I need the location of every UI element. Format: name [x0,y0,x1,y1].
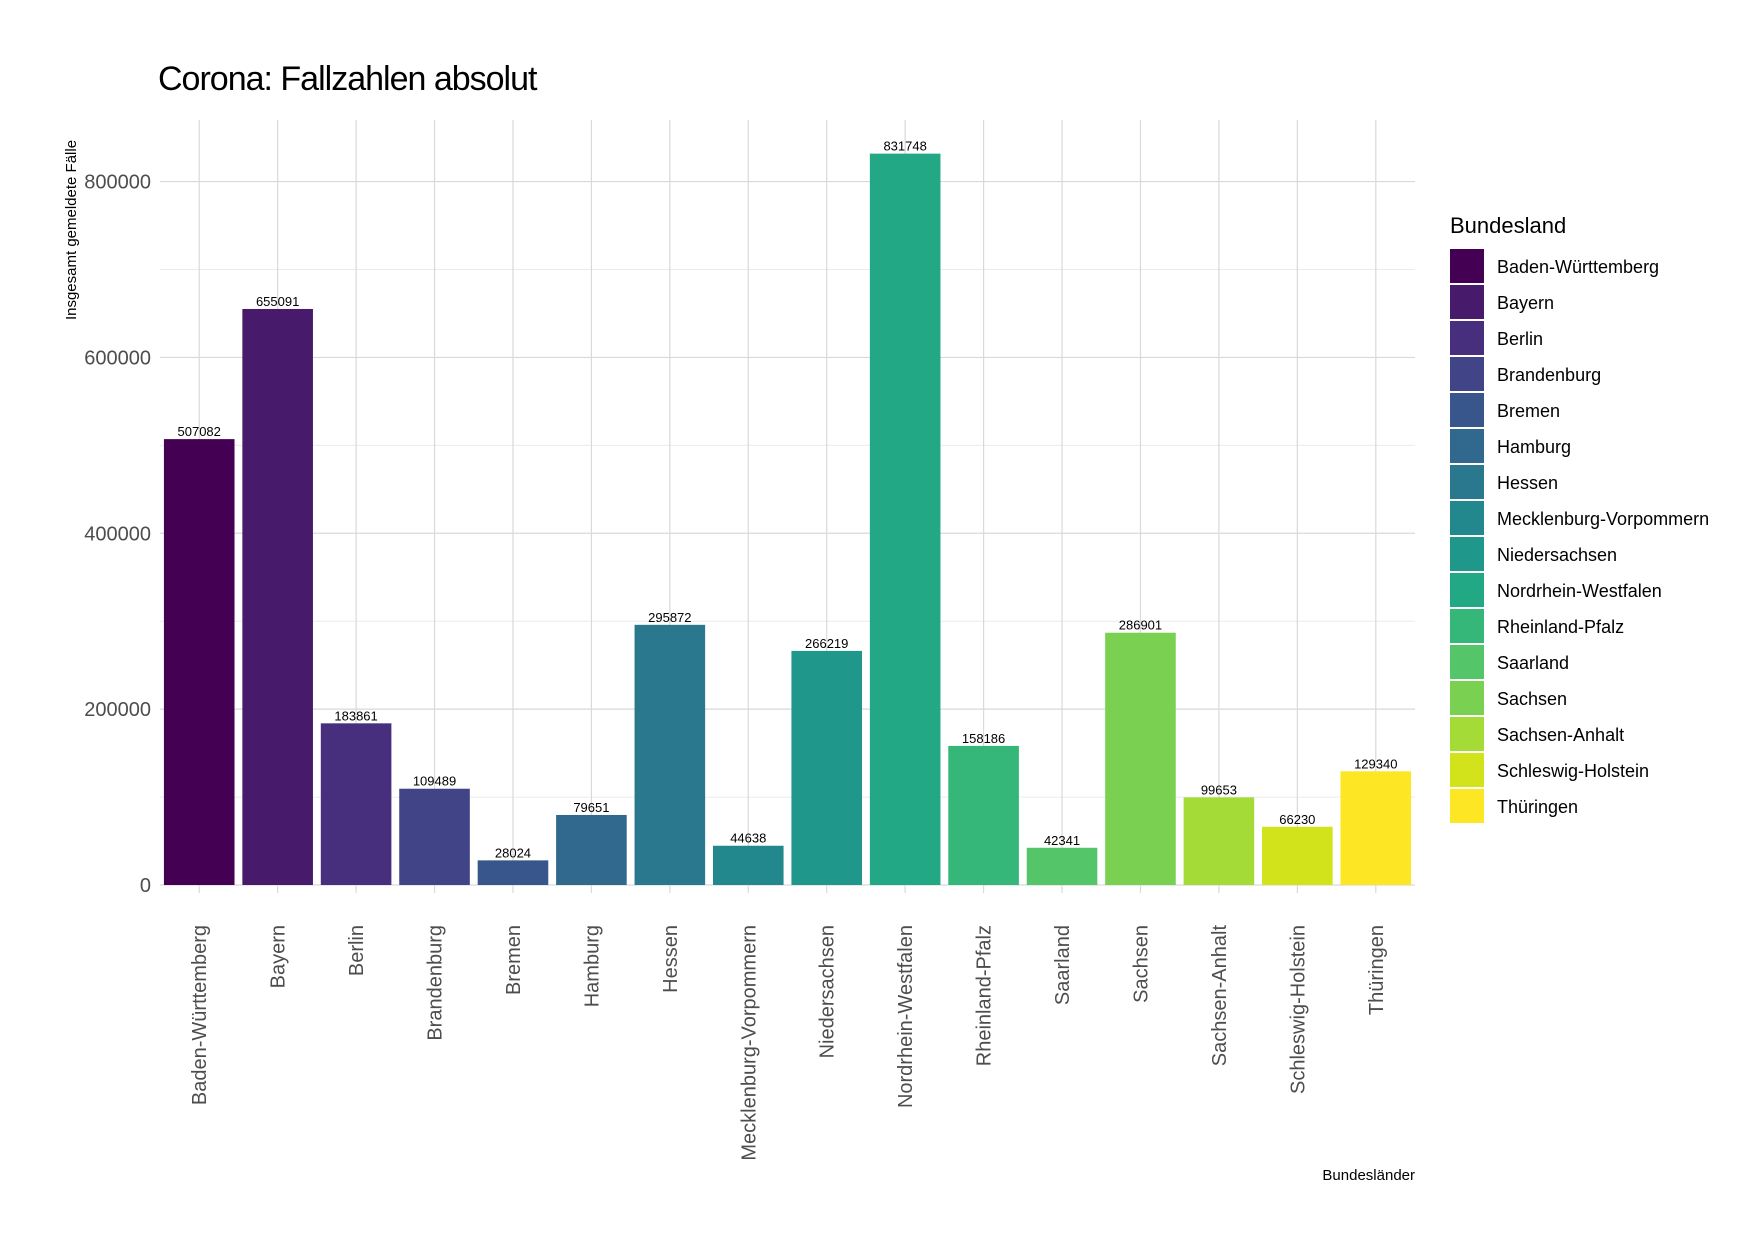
y-tick-label: 0 [140,875,151,897]
data-label: 655091 [256,294,299,309]
legend-swatch [1450,645,1484,679]
legend-swatch [1450,321,1484,355]
legend-swatch [1450,465,1484,499]
x-tick-label: Thüringen [1366,925,1388,1015]
bar [1026,847,1098,885]
x-tick-label: Baden-Württemberg [189,925,211,1105]
data-label: 66230 [1279,812,1315,827]
x-axis-ticks: Baden-Württemberg Bayern Berlin Brandenburg… [189,925,1388,1161]
legend-swatch [1450,429,1484,463]
legend-label: Niedersachsen [1497,545,1617,565]
data-label: 183861 [334,708,377,723]
data-label: 109489 [413,774,456,789]
legend-label: Saarland [1497,653,1569,673]
bar [1183,797,1255,885]
legend-label: Hessen [1497,473,1558,493]
x-tick-label: Sachsen-Anhalt [1209,925,1231,1067]
legend: Bundesland Baden-Württemberg Bayern Berlin… [1450,213,1709,823]
y-tick-label: 800000 [84,172,151,194]
legend-swatch [1450,681,1484,715]
x-tick-label: Hessen [660,925,682,993]
x-tick-label: Bayern [268,925,290,988]
bars [163,153,1412,886]
x-tick-label: Niedersachsen [817,925,839,1058]
x-tick-label: Nordrhein-Westfalen [895,925,917,1108]
data-label: 79651 [573,800,609,815]
legend-swatch [1450,537,1484,571]
x-tick-label: Hamburg [581,925,603,1007]
x-axis-title: Bundesländer [1322,1167,1415,1184]
legend-label: Thüringen [1497,797,1578,817]
y-axis-ticks: 0 200000 400000 600000 800000 [84,172,151,897]
bar [869,153,941,885]
data-label: 129340 [1354,756,1397,771]
y-axis-title: Insgesamt gemeldete Fälle [63,140,80,320]
legend-label: Berlin [1497,329,1543,349]
legend-title: Bundesland [1450,213,1566,238]
bar [1262,826,1333,885]
legend-label: Brandenburg [1497,365,1601,385]
legend-swatch [1450,357,1484,391]
legend-swatch [1450,249,1484,283]
legend-swatch [1450,789,1484,823]
chart-title: Corona: Fallzahlen absolut [158,60,538,98]
legend-swatch [1450,393,1484,427]
y-tick-label: 200000 [84,699,151,721]
data-label: 295872 [648,610,691,625]
bar [634,624,706,885]
bar [399,788,470,885]
data-label: 286901 [1119,618,1162,633]
legend-swatch [1450,717,1484,751]
x-tick-label: Sachsen [1130,925,1152,1003]
legend-label: Schleswig-Holstein [1497,761,1649,781]
legend-label: Sachsen [1497,689,1567,709]
bar [1340,771,1412,885]
data-label: 158186 [962,731,1005,746]
x-tick-label: Saarland [1052,925,1074,1005]
legend-swatch [1450,285,1484,319]
bar [791,650,863,885]
bar [948,745,1019,885]
legend-label: Mecklenburg-Vorpommern [1497,509,1709,529]
legend-label: Sachsen-Anhalt [1497,725,1624,745]
x-tick-label: Berlin [346,925,368,976]
bar [556,814,627,885]
bar [163,439,235,885]
value-labels: 507082 655091 183861 109489 28024 79651 295872… [178,139,1398,861]
x-tick-label: Mecklenburg-Vorpommern [738,925,760,1161]
x-tick-label: Schleswig-Holstein [1287,925,1309,1094]
legend-swatch [1450,753,1484,787]
legend-swatch [1450,573,1484,607]
data-label: 28024 [495,845,531,860]
data-label: 507082 [178,424,221,439]
bar [242,308,313,886]
bar [477,860,549,885]
bar [320,723,392,885]
legend-label: Bayern [1497,293,1554,313]
bar [1105,632,1176,885]
legend-label: Nordrhein-Westfalen [1497,581,1662,601]
data-label: 266219 [805,636,848,651]
x-tick-label: Bremen [503,925,525,995]
data-label: 99653 [1201,782,1237,797]
data-label: 42341 [1044,833,1080,848]
x-tick-label: Rheinland-Pfalz [974,925,996,1066]
y-tick-label: 400000 [84,523,151,545]
bar [712,845,784,885]
legend-label: Hamburg [1497,437,1571,457]
data-label: 831748 [883,139,926,154]
legend-swatch [1450,501,1484,535]
legend-label: Baden-Württemberg [1497,257,1659,277]
y-tick-label: 600000 [84,347,151,369]
legend-items: Baden-Württemberg Bayern Berlin Brandenburg… [1450,249,1709,823]
x-tick-label: Brandenburg [425,925,447,1041]
data-label: 44638 [730,831,766,846]
legend-label: Rheinland-Pfalz [1497,617,1624,637]
legend-label: Bremen [1497,401,1560,421]
legend-swatch [1450,609,1484,643]
